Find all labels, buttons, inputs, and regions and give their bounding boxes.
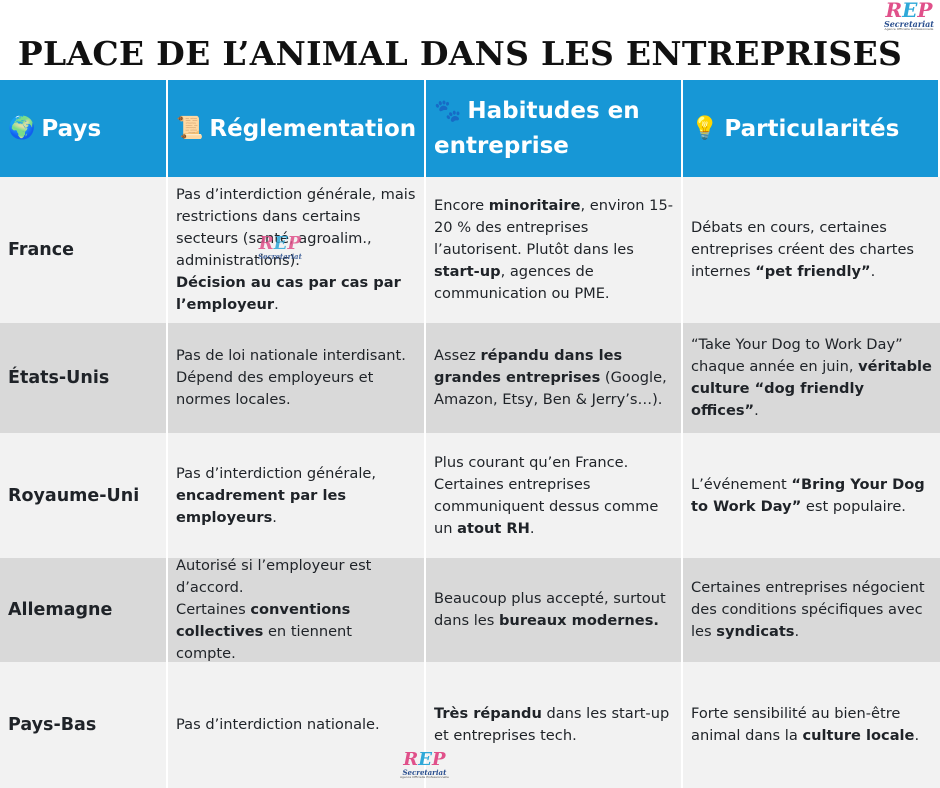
watermark-logo: REP Secretariat <box>258 233 302 261</box>
scroll-icon: 📜 <box>176 115 204 141</box>
header-reglementation: 📜 Réglementation <box>168 80 426 177</box>
reglementation-cell: Autorisé si l’employeur est d’accord. Cer… <box>168 557 426 662</box>
habitudes-cell: Plus courant qu’en France. Certaines ent… <box>426 433 683 558</box>
header-pays: 🌍 Pays <box>0 80 168 177</box>
company-logo: REP Secretariat Agence Officielle Profes… <box>883 0 934 31</box>
habitudes-cell: Encore minoritaire, environ 15-20 % des … <box>426 177 683 323</box>
country-cell: Pays-Bas <box>0 662 168 788</box>
particularites-cell: L’événement “Bring Your Dog to Work Day”… <box>683 433 940 558</box>
particularites-cell: Certaines entreprises négocient des cond… <box>683 558 940 662</box>
country-cell: France <box>0 177 168 323</box>
paw-icon: 🐾 <box>434 99 462 124</box>
country-cell: Royaume-Uni <box>0 433 168 558</box>
country-cell: Allemagne <box>0 558 168 662</box>
bulb-icon: 💡 <box>691 115 719 141</box>
habitudes-cell: Assez répandu dans les grandes entrepris… <box>426 323 683 433</box>
reglementation-cell: Pas d’interdiction nationale. <box>168 662 426 788</box>
reglementation-cell: Pas d’interdiction générale, mais restri… <box>168 177 426 323</box>
country-cell: États-Unis <box>0 323 168 433</box>
habitudes-cell: Beaucoup plus accepté, surtout dans les … <box>426 558 683 662</box>
particularites-cell: Débats en cours, certaines entreprises c… <box>683 177 940 323</box>
globe-icon: 🌍 <box>8 115 36 141</box>
reglementation-cell: Pas de loi nationale interdisant. Dépend… <box>168 323 426 433</box>
particularites-cell: “Take Your Dog to Work Day” chaque année… <box>683 323 940 433</box>
reglementation-cell: Pas d’interdiction générale, encadrement… <box>168 433 426 558</box>
habitudes-cell: Très répandu dans les start-up et entrep… <box>426 662 683 788</box>
page-title: PLACE DE L’ANIMAL DANS LES ENTREPRISES <box>17 34 903 73</box>
comparison-table: 🌍 Pays 📜 Réglementation 🐾 Habitudes en entr… <box>0 80 940 788</box>
particularites-cell: Forte sensibilité au bien-être animal da… <box>683 662 940 788</box>
header-habitudes: 🐾 Habitudes en entreprise <box>426 80 683 177</box>
header-particularites: 💡 Particularités <box>683 80 940 177</box>
footer-logo: REP Secretariat Agence Officielle Profes… <box>400 749 449 779</box>
